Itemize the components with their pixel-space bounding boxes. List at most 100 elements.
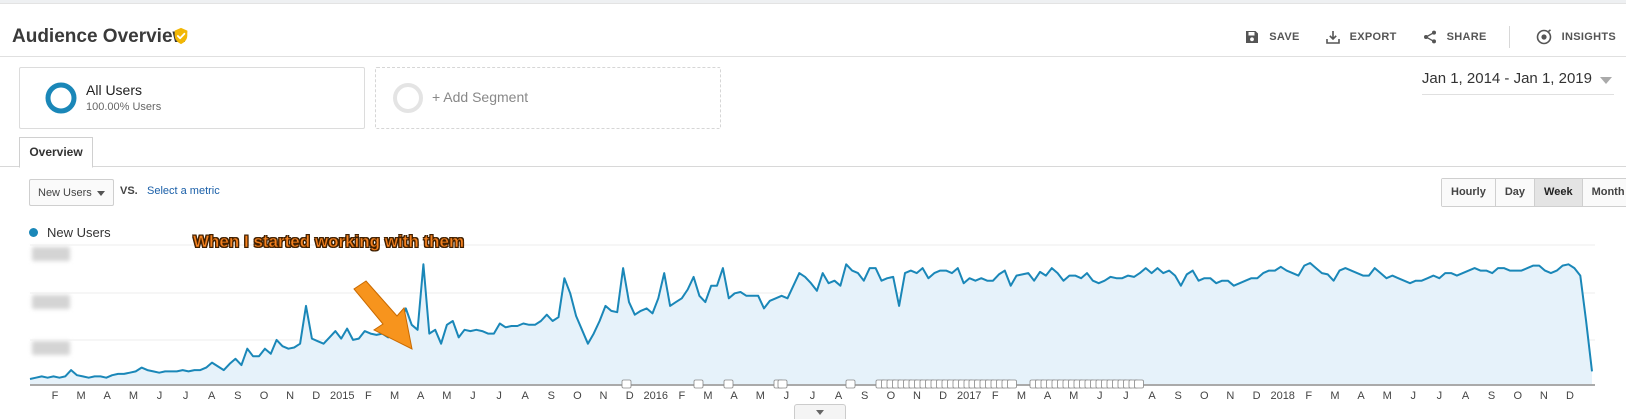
metric-selected: New Users [38, 187, 92, 199]
share-label: SHARE [1446, 31, 1487, 43]
share-button[interactable]: SHARE [1423, 30, 1487, 44]
export-label: EXPORT [1349, 31, 1397, 43]
x-axis-tick-label: M [77, 390, 86, 402]
x-axis-tick-label: N [913, 390, 921, 402]
x-axis-tick-label: S [234, 390, 241, 402]
x-axis-tick-label: J [183, 390, 189, 402]
x-axis-tick-label: O [1200, 390, 1209, 402]
top-strip [0, 0, 1626, 4]
x-axis-tick-label: O [1514, 390, 1523, 402]
series-line-new-users[interactable] [29, 262, 1593, 380]
x-axis-tick-label: A [730, 390, 738, 402]
verified-badge-icon [174, 27, 188, 45]
x-axis-tick-label: F [365, 390, 372, 402]
annotation-marker-icon[interactable] [693, 379, 704, 389]
annotation-marker-icon[interactable] [1007, 379, 1017, 389]
x-axis-tick-label: A [522, 390, 530, 402]
page-header: Audience Overview SAVE EXPORT SHARE INSI… [0, 4, 1626, 57]
x-axis-tick-label: O [573, 390, 582, 402]
y-axis-label-obscured [32, 247, 70, 261]
x-axis-tick-label: M [1069, 390, 1078, 402]
vs-label: VS. [120, 185, 138, 197]
annotation-marker-icon[interactable] [777, 379, 788, 389]
x-axis-tick-label: M [390, 390, 399, 402]
chart-annotation: When I started working with them [193, 232, 465, 252]
x-axis-tick-label: M [703, 390, 712, 402]
x-axis-tick-label: A [1148, 390, 1156, 402]
x-axis-tick-label: J [1123, 390, 1129, 402]
action-divider [1508, 26, 1510, 48]
page-title: Audience Overview [12, 26, 188, 47]
x-axis-tick-label: M [442, 390, 451, 402]
x-axis-tick-label: A [417, 390, 425, 402]
x-axis-tick-label: J [1411, 390, 1417, 402]
segment-ring-icon [45, 82, 77, 114]
y-axis-label-obscured [32, 341, 70, 355]
metric-dropdown[interactable]: New Users [29, 179, 114, 206]
x-axis-tick-label: D [1566, 390, 1574, 402]
x-axis-tick-label: A [104, 390, 112, 402]
x-axis-tick-label: 2017 [957, 390, 981, 402]
chart-expand-handle[interactable] [794, 404, 846, 419]
segment-share: 100.00% Users [86, 101, 162, 113]
series-color-dot [29, 228, 38, 237]
tab-overview[interactable]: Overview [19, 137, 93, 168]
x-axis-tick-label: N [1540, 390, 1548, 402]
annotation-marker-icon[interactable] [1134, 379, 1144, 389]
x-axis-tick-label: M [1017, 390, 1026, 402]
x-axis-tick-label: D [312, 390, 320, 402]
x-axis-tick-label: A [208, 390, 216, 402]
x-axis-tick-label: J [496, 390, 502, 402]
select-metric-link[interactable]: Select a metric [147, 185, 220, 197]
segment-name: All Users [86, 82, 143, 98]
x-axis-tick-label: J [1097, 390, 1103, 402]
x-axis-tick-label: M [1330, 390, 1339, 402]
share-icon [1423, 30, 1436, 44]
header-actions: SAVE EXPORT SHARE INSIGHTS [1219, 26, 1616, 48]
x-axis-tick-label: A [1357, 390, 1365, 402]
x-axis-tick-label: D [626, 390, 634, 402]
chart-legend: New Users [29, 225, 111, 240]
save-label: SAVE [1269, 31, 1300, 43]
chevron-down-icon [816, 410, 824, 415]
x-axis-tick-label: O [260, 390, 269, 402]
save-button[interactable]: SAVE [1245, 30, 1299, 44]
save-icon [1246, 31, 1259, 43]
add-segment-button[interactable]: + Add Segment [375, 67, 721, 129]
chevron-down-icon [97, 191, 105, 196]
empty-segment-ring-icon [393, 83, 423, 113]
x-axis-tick-label: F [52, 390, 59, 402]
granularity-week[interactable]: Week [1534, 179, 1582, 206]
tab-bar-line [0, 166, 1626, 167]
date-range-picker[interactable]: Jan 1, 2014 - Jan 1, 2019 [1421, 70, 1614, 95]
segment-all-users[interactable]: All Users 100.00% Users [19, 67, 365, 129]
add-segment-label: + Add Segment [432, 89, 529, 105]
chevron-down-icon [1600, 77, 1612, 84]
annotation-marker-icon[interactable] [845, 379, 856, 389]
export-button[interactable]: EXPORT [1325, 30, 1397, 44]
x-axis-tick-label: D [1253, 390, 1261, 402]
x-axis-tick-label: 2015 [330, 390, 354, 402]
granularity-month[interactable]: Month [1581, 179, 1626, 206]
x-axis-tick-label: 2016 [644, 390, 668, 402]
series-area-fill [30, 263, 1592, 384]
x-axis-tick-label: J [470, 390, 476, 402]
legend-series-name: New Users [47, 225, 111, 240]
annotation-marker-icon[interactable] [723, 379, 734, 389]
granularity-hourly[interactable]: Hourly [1442, 179, 1495, 206]
insights-icon [1536, 29, 1551, 45]
x-axis-tick-label: N [1226, 390, 1234, 402]
x-axis-tick-label: O [887, 390, 896, 402]
x-axis-tick-label: S [1488, 390, 1495, 402]
x-axis-tick-label: J [157, 390, 163, 402]
y-axis-label-obscured [32, 295, 70, 309]
x-axis-tick-label: S [861, 390, 868, 402]
x-axis-tick-label: M [1383, 390, 1392, 402]
x-axis-tick-label: F [992, 390, 999, 402]
x-axis-tick-label: A [835, 390, 843, 402]
annotation-marker-icon[interactable] [621, 379, 632, 389]
granularity-toggle: Hourly Day Week Month [1441, 178, 1626, 207]
insights-button[interactable]: INSIGHTS [1536, 29, 1616, 45]
granularity-day[interactable]: Day [1494, 179, 1535, 206]
